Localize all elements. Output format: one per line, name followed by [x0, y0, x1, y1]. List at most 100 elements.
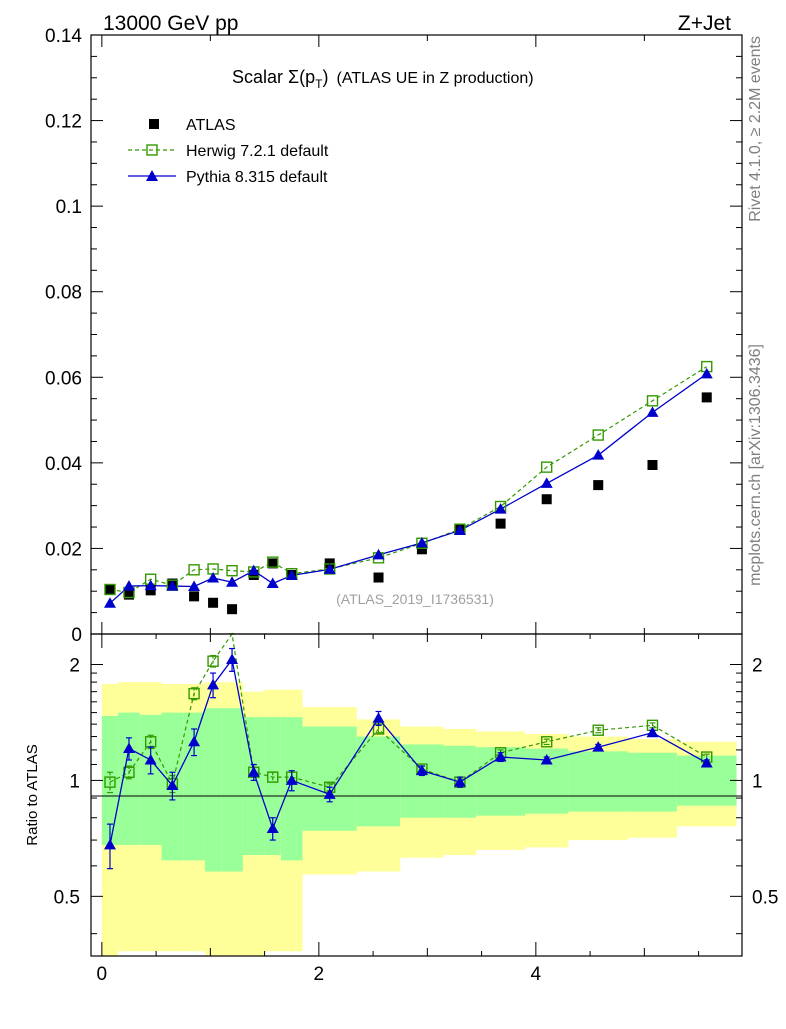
- pythia-ratio-point: [207, 678, 220, 690]
- plot-title-close: ): [323, 67, 329, 87]
- herwig-point: [646, 395, 659, 407]
- main-plot: Scalar Σ(pT) (ATLAS UE in Z production) (…: [45, 26, 743, 646]
- herwig-point: [226, 564, 238, 577]
- pythia-point: [453, 524, 466, 535]
- pythia-ratio-point: [122, 742, 135, 754]
- atlas-point: [593, 480, 604, 491]
- herwig-line: [109, 366, 708, 594]
- data-uncertainty-band-green: [302, 726, 357, 831]
- pythia-ratio-point: [166, 779, 179, 791]
- pythia-point: [285, 569, 298, 580]
- atlas-point: [647, 459, 658, 470]
- pythia-point: [415, 536, 428, 548]
- pythia-point: [144, 579, 157, 591]
- ratio-xtick-label: 0: [97, 964, 108, 985]
- pythia-ratio-point: [540, 753, 553, 765]
- pythia-ratio-point: [453, 776, 466, 787]
- pythia-ratio-point: [372, 712, 385, 723]
- main-ytick-label: 0: [71, 625, 82, 646]
- side-label-mcplots: mcplots.cern.ch [arXiv:1306.3436]: [747, 344, 764, 586]
- herwig-point: [541, 461, 553, 473]
- main-ytick-label: 0.06: [45, 368, 82, 389]
- data-uncertainty-band-green: [204, 708, 222, 872]
- pythia-ratio-point: [323, 788, 336, 799]
- atlas-point: [123, 589, 134, 600]
- main-ytick-label: 0.1: [56, 197, 82, 218]
- pythia-point: [494, 503, 507, 514]
- pythia-point: [207, 571, 220, 583]
- pythia-point: [372, 548, 385, 560]
- main-ytick-label: 0.08: [45, 283, 82, 304]
- atlas-point: [416, 544, 427, 555]
- herwig-ratio-point: [207, 655, 219, 667]
- ratio-xtick-label: 2: [314, 964, 325, 985]
- legend-pythia-marker: [146, 170, 158, 181]
- pythia-point: [247, 564, 260, 576]
- main-ytick-label: 0.02: [45, 539, 82, 560]
- ratio-ytick-label: 2: [69, 655, 80, 676]
- atlas-point: [373, 572, 384, 583]
- ratio-ytick-label: 0.5: [54, 887, 80, 908]
- herwig-ratio-point: [104, 776, 116, 788]
- side-label-rivet: Rivet 4.1.0, ≥ 2.2M events: [747, 36, 764, 222]
- herwig-point: [592, 429, 604, 441]
- pythia-point: [323, 563, 336, 574]
- ratio-ytick-label-right: 1: [752, 771, 763, 792]
- pythia-point: [226, 576, 239, 587]
- legend-herwig-label: Herwig 7.2.1 default: [186, 143, 329, 160]
- main-ytick-label: 0.14: [45, 26, 82, 47]
- data-uncertainty-band-green: [628, 752, 677, 812]
- pythia-point: [646, 406, 659, 417]
- pythia-ratio-point: [285, 774, 298, 785]
- pythia-ratio-point: [494, 751, 507, 762]
- atlas-point: [495, 518, 506, 529]
- pythia-ratio-point: [592, 741, 605, 752]
- ratio-xtick-label: 4: [531, 964, 542, 985]
- pythia-point: [103, 597, 116, 608]
- pythia-ratio-point: [247, 766, 260, 777]
- atlas-point: [701, 392, 712, 403]
- header-left: 13000 GeV pp: [103, 12, 238, 35]
- data-uncertainty-band-green: [356, 736, 401, 827]
- legend-pythia-label: Pythia 8.315 default: [186, 169, 328, 186]
- herwig-ratio-point: [267, 771, 279, 783]
- pythia-point: [266, 577, 279, 589]
- herwig-ratio-point: [592, 724, 604, 736]
- data-uncertainty-band-green: [400, 744, 444, 818]
- pythia-point: [592, 449, 605, 460]
- ratio-ytick-label-right: 2: [752, 655, 763, 676]
- data-uncertainty-band-green: [183, 712, 205, 861]
- pythia-ratio-point: [700, 756, 713, 768]
- herwig-point: [188, 564, 200, 576]
- pythia-point: [166, 580, 179, 591]
- plot-title: Scalar Σ(pT) (ATLAS UE in Z production): [232, 67, 534, 91]
- atlas-point: [227, 604, 238, 615]
- atlas-point: [189, 591, 200, 602]
- pythia-ratio-point: [144, 753, 157, 765]
- legend-atlas-marker: [149, 119, 159, 129]
- data-uncertainty-band-green: [242, 717, 265, 856]
- data-uncertainty-band-green: [101, 715, 119, 845]
- ratio-ylabel: Ratio to ATLAS: [24, 744, 41, 845]
- pythia-ratio-point: [226, 653, 239, 665]
- data-uncertainty-band-green: [568, 751, 629, 812]
- herwig-point: [267, 556, 279, 568]
- pythia-ratio-point: [188, 735, 201, 747]
- pythia-point: [188, 580, 201, 592]
- ratio-ytick-label-right: 0.5: [752, 887, 778, 908]
- plot-title-sub: T: [315, 77, 323, 91]
- data-uncertainty-band-green: [264, 717, 281, 856]
- pythia-ratio-point: [103, 838, 116, 850]
- atlas-point: [145, 585, 156, 596]
- pythia-ratio-point: [266, 822, 279, 834]
- atlas-point: [104, 584, 115, 595]
- main-ytick-label: 0.12: [45, 112, 82, 133]
- legend-herwig-marker: [146, 144, 158, 156]
- main-ytick-label: 0.04: [45, 454, 82, 475]
- atlas-point: [208, 597, 219, 608]
- legend-atlas-label: ATLAS: [186, 117, 236, 134]
- atlas-point: [267, 558, 278, 569]
- herwig-ratio-point: [188, 687, 200, 700]
- header-right: Z+Jet: [678, 12, 731, 35]
